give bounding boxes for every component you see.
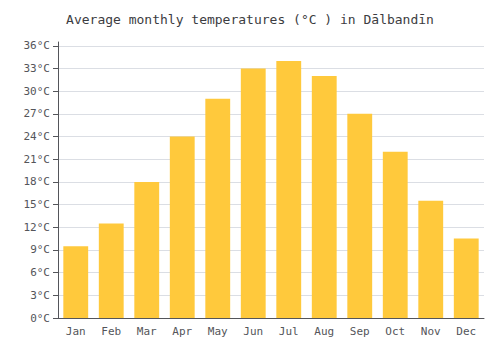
svg-text:Oct: Oct	[385, 325, 405, 338]
svg-text:Mar: Mar	[137, 325, 157, 338]
svg-text:36°C: 36°C	[24, 39, 51, 52]
svg-text:Nov: Nov	[421, 325, 441, 338]
svg-text:Jun: Jun	[243, 325, 263, 338]
svg-text:Jul: Jul	[279, 325, 299, 338]
svg-text:Jan: Jan	[66, 325, 86, 338]
svg-text:30°C: 30°C	[24, 85, 51, 98]
svg-text:12°C: 12°C	[24, 221, 51, 234]
svg-text:9°C: 9°C	[30, 243, 50, 256]
svg-text:May: May	[208, 325, 228, 338]
svg-text:Sep: Sep	[350, 325, 370, 338]
svg-text:0°C: 0°C	[30, 312, 50, 325]
svg-text:33°C: 33°C	[24, 62, 51, 75]
svg-text:6°C: 6°C	[30, 266, 50, 279]
svg-text:Dec: Dec	[456, 325, 476, 338]
svg-text:Feb: Feb	[101, 325, 121, 338]
svg-text:15°C: 15°C	[24, 198, 51, 211]
svg-text:21°C: 21°C	[24, 153, 51, 166]
svg-text:Aug: Aug	[314, 325, 334, 338]
svg-text:Average monthly temperatures (: Average monthly temperatures (°C ) in Dā…	[66, 12, 434, 27]
svg-text:24°C: 24°C	[24, 130, 51, 143]
svg-text:18°C: 18°C	[24, 175, 51, 188]
svg-text:3°C: 3°C	[30, 289, 50, 302]
svg-text:27°C: 27°C	[24, 107, 51, 120]
svg-text:Apr: Apr	[172, 325, 192, 338]
